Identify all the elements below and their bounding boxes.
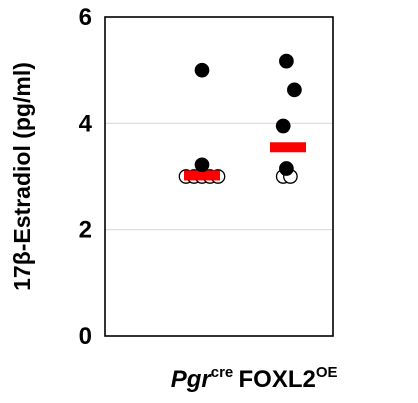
x-category-label-main-1: FOXL2 (238, 366, 315, 393)
x-category-label-sup-1: OE (316, 364, 338, 381)
mean-bar-1 (270, 142, 306, 153)
x-category-label-1: FOXL2OE (238, 364, 337, 393)
data-point-filled-0-1 (194, 157, 210, 173)
mean-bar-0 (184, 170, 220, 181)
x-category-label-0: Pgrcre (171, 364, 234, 393)
y-tick-label-6: 6 (79, 4, 92, 31)
y-tick-label-0: 0 (79, 323, 92, 350)
plot-frame (104, 16, 334, 337)
y-tick-label-2: 2 (79, 217, 92, 244)
data-point-filled-1-0 (279, 53, 294, 69)
data-point-filled-1-2 (275, 118, 291, 134)
x-category-label-main-0: Pgr (171, 366, 213, 393)
data-point-filled-1-3 (279, 161, 294, 176)
x-category-label-sup-0: cre (211, 364, 234, 381)
data-point-filled-0-0 (194, 62, 210, 78)
group-1 (270, 53, 306, 184)
group-0 (178, 62, 226, 184)
data-point-filled-1-1 (287, 82, 302, 98)
y-tick-label-4: 4 (79, 110, 93, 137)
y-axis-label: 17β-Estradiol (pg/ml) (9, 62, 35, 291)
